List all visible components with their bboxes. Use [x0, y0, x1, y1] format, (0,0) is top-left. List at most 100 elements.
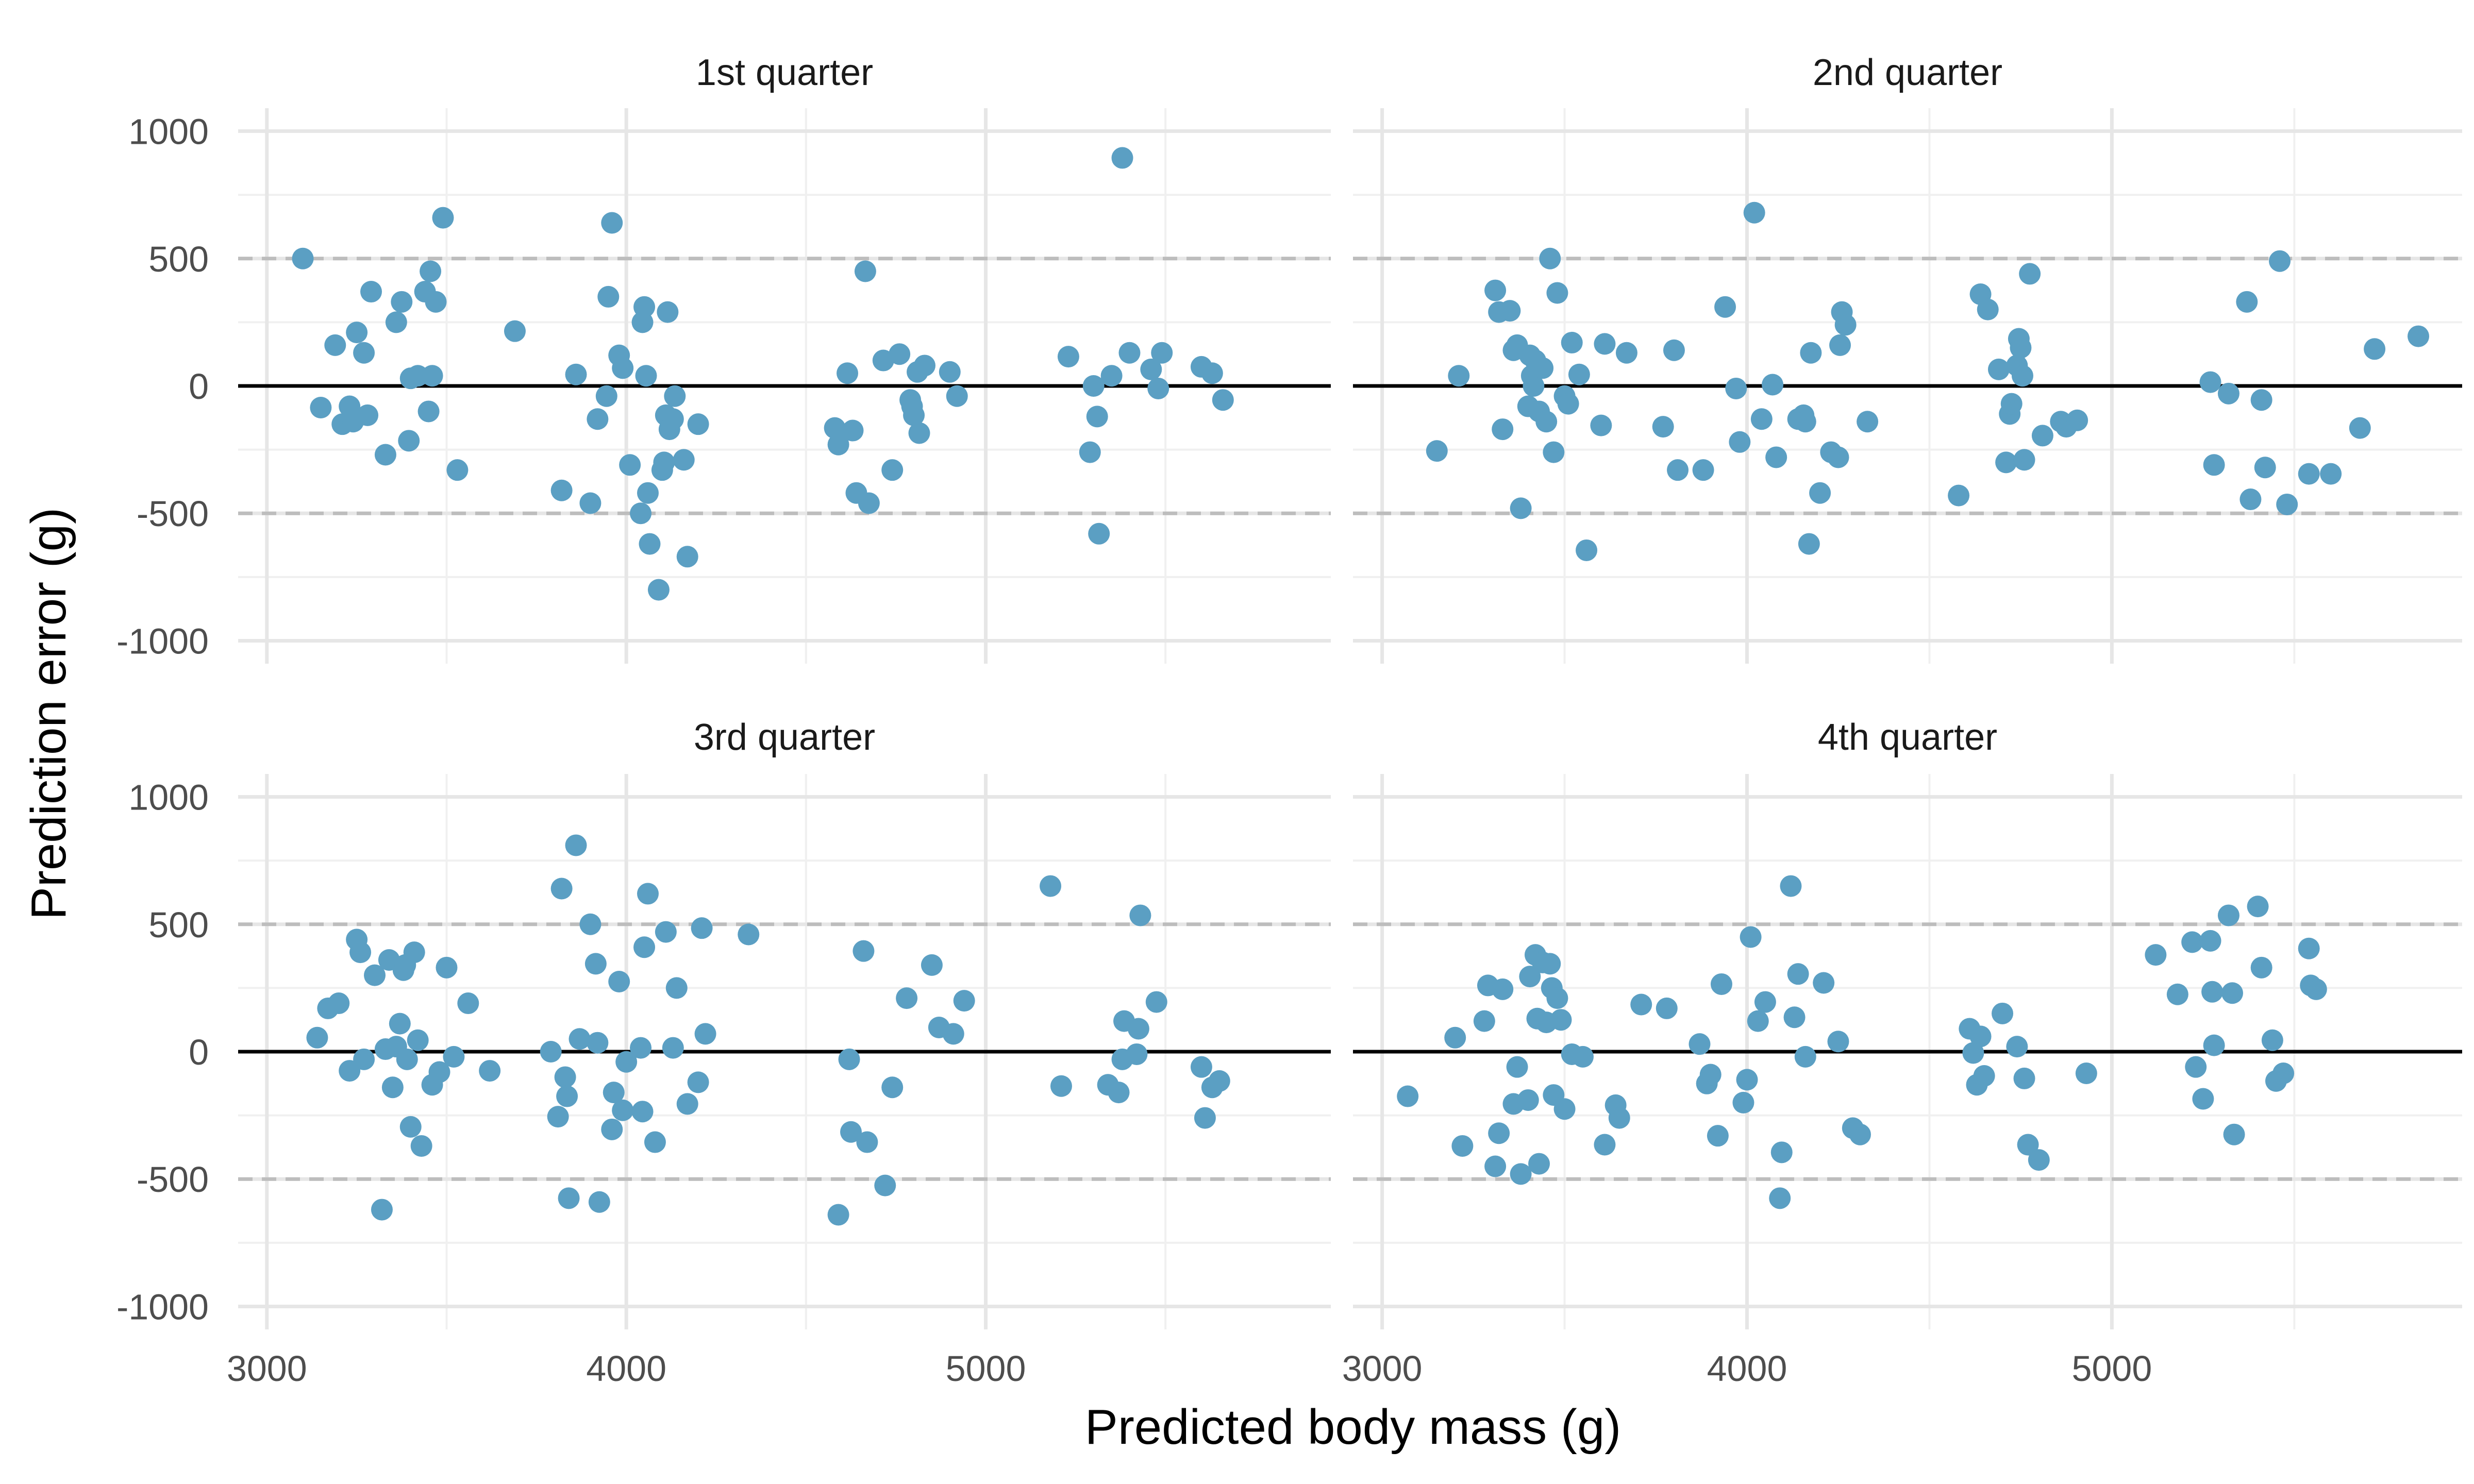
data-point — [946, 385, 968, 407]
data-point — [565, 363, 587, 385]
data-point — [2217, 904, 2239, 926]
data-point — [2247, 896, 2269, 918]
data-point — [630, 1037, 652, 1059]
data-point — [1086, 406, 1108, 428]
data-point — [827, 433, 849, 456]
data-point — [1444, 1026, 1466, 1049]
data-point — [353, 342, 375, 364]
data-point — [306, 1026, 328, 1049]
data-point — [619, 454, 641, 476]
data-point — [2028, 1149, 2050, 1171]
data-point — [1656, 997, 1678, 1019]
data-point — [1750, 408, 1773, 430]
data-point — [942, 1023, 964, 1045]
data-point — [389, 1013, 411, 1035]
data-point — [1732, 1091, 1754, 1114]
data-point — [858, 492, 880, 514]
facet-title: 4th quarter — [1818, 717, 1997, 758]
data-point — [2349, 417, 2371, 439]
data-point — [881, 459, 904, 481]
data-point — [417, 400, 440, 423]
y-tick-label: 500 — [148, 239, 209, 279]
data-point — [2019, 263, 2041, 285]
data-point — [662, 1037, 684, 1059]
data-point — [921, 954, 943, 976]
data-point — [1190, 1056, 1212, 1078]
data-point — [827, 1204, 849, 1226]
data-point — [479, 1060, 501, 1082]
data-point — [1813, 972, 1835, 994]
data-point — [2298, 937, 2320, 959]
data-point — [1100, 365, 1123, 387]
data-point — [1740, 926, 1762, 948]
data-point — [2236, 291, 2258, 313]
data-point — [1977, 298, 1999, 321]
data-point — [565, 834, 587, 856]
data-point — [889, 343, 911, 365]
data-point — [1780, 875, 1802, 897]
data-point — [558, 1187, 580, 1209]
data-point — [1484, 1155, 1507, 1177]
data-point — [601, 212, 623, 234]
data-point — [1969, 1025, 1992, 1048]
data-point — [2010, 336, 2032, 359]
data-point — [2254, 457, 2276, 479]
y-tick-label: -500 — [137, 1159, 209, 1200]
data-point — [687, 413, 709, 435]
data-point — [1510, 497, 1532, 519]
data-point — [1397, 1085, 1419, 1107]
data-point — [840, 1121, 862, 1143]
data-point — [2217, 382, 2239, 404]
data-point — [603, 1082, 625, 1104]
y-axis-title: Prediction error (g) — [21, 508, 76, 920]
data-point — [2145, 944, 2167, 966]
data-point — [346, 322, 368, 344]
data-point — [2276, 493, 2298, 515]
data-point — [2166, 983, 2188, 1005]
data-point — [1127, 1018, 1149, 1040]
data-point — [1699, 1064, 1721, 1086]
data-point — [2223, 1123, 2245, 1145]
data-point — [292, 247, 314, 269]
y-tick-label: 0 — [189, 1032, 209, 1072]
x-tick-label: 4000 — [586, 1348, 666, 1389]
data-point — [676, 1093, 698, 1115]
data-point — [1827, 1031, 1849, 1053]
data-point — [1519, 966, 1541, 988]
data-point — [587, 1032, 609, 1054]
data-point — [903, 404, 925, 426]
data-point — [1987, 358, 2010, 380]
data-point — [1118, 342, 1141, 364]
data-point — [1829, 334, 1851, 356]
x-tick-label: 5000 — [946, 1348, 1026, 1389]
y-tick-label: 1000 — [128, 778, 209, 818]
data-point — [630, 502, 652, 525]
data-point — [1725, 377, 1747, 399]
data-point — [310, 397, 332, 419]
data-point — [673, 449, 695, 471]
data-point — [1543, 441, 1565, 463]
data-point — [631, 1101, 654, 1123]
data-point — [1108, 1082, 1130, 1104]
data-point — [1539, 953, 1561, 975]
data-point — [1973, 1065, 1995, 1087]
data-point — [2221, 982, 2244, 1004]
data-point — [2250, 956, 2272, 979]
data-point — [2203, 454, 2225, 476]
data-point — [2272, 1063, 2295, 1085]
data-point — [550, 878, 573, 900]
data-point — [554, 1066, 576, 1088]
data-point — [1145, 991, 1167, 1013]
data-point — [691, 917, 713, 939]
data-point — [595, 385, 617, 407]
data-point — [939, 361, 961, 383]
data-point — [653, 451, 675, 474]
data-point — [1546, 987, 1568, 1009]
x-tick-label: 4000 — [1707, 1348, 1787, 1389]
data-point — [2192, 1088, 2214, 1110]
data-point — [874, 1174, 896, 1196]
data-point — [443, 1045, 465, 1068]
facet-panel-1: 1st quarter 1000 500 0 -500 -1000 — [116, 52, 1331, 664]
data-point — [556, 1085, 578, 1107]
